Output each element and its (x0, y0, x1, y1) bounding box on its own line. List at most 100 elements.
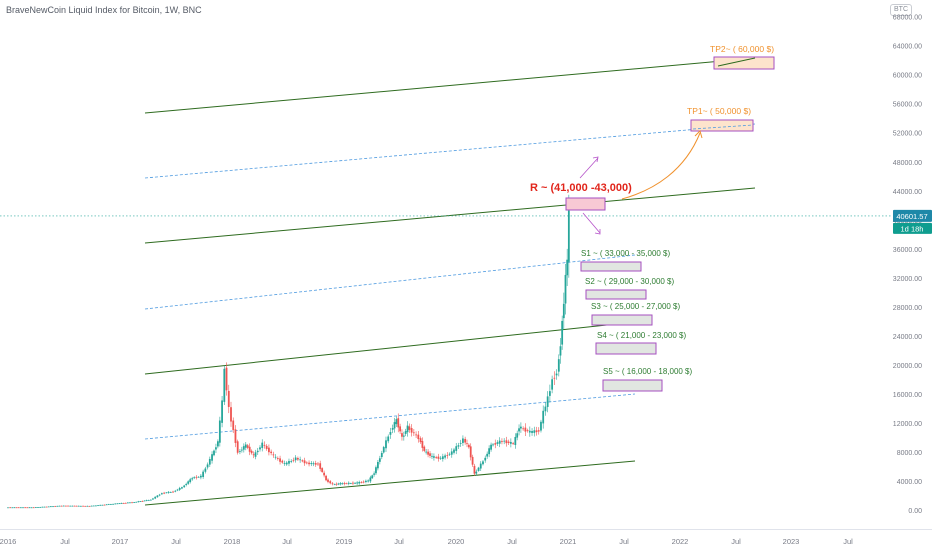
candle-body (71, 505, 74, 507)
candle-body (467, 444, 470, 448)
candle-body (371, 475, 374, 479)
candle-body (110, 504, 112, 505)
x-tick-label: Jul (843, 537, 853, 546)
candle-body (218, 420, 221, 443)
candle-body (503, 440, 506, 442)
candle-body (459, 442, 462, 444)
candle-body (385, 440, 387, 449)
candle-body (276, 458, 279, 459)
y-tick-label: 32000.00 (893, 276, 922, 283)
candle-body (498, 440, 501, 444)
candle-body (514, 436, 517, 445)
candle-body (230, 407, 232, 422)
x-tick-label: 2018 (224, 537, 241, 546)
candle-body (90, 505, 93, 507)
candle-body (507, 441, 510, 443)
candle-body (522, 428, 525, 430)
y-tick-label: 0.00 (908, 508, 922, 515)
candle-body (141, 501, 144, 502)
candle-body (124, 502, 127, 504)
tp1-box (690, 119, 754, 132)
candle-body (234, 429, 237, 443)
candle-body (365, 480, 367, 483)
candle-body (427, 451, 429, 455)
candle-body (225, 367, 228, 391)
candle-body (339, 483, 342, 485)
candle-body (395, 419, 398, 425)
candle-body (7, 507, 9, 509)
candle-body (84, 505, 87, 507)
candle-body (439, 457, 442, 459)
dashed-midline (144, 123, 756, 179)
candle-body (252, 454, 255, 456)
candle-body (82, 505, 84, 507)
candle-body (236, 441, 239, 453)
candle-body (492, 444, 494, 446)
candle-body (369, 477, 372, 482)
candle-body (294, 457, 297, 461)
candle-body (189, 479, 192, 483)
candle-body (139, 501, 142, 503)
candle-body (135, 501, 138, 503)
countdown-badge (893, 222, 932, 234)
candle-body (518, 428, 520, 432)
candle-body (95, 505, 97, 507)
candle-body (60, 505, 63, 507)
candle-body (32, 507, 35, 509)
up-arrowhead (592, 156, 599, 163)
y-tick-label: 28000.00 (893, 305, 922, 312)
candle-body (114, 503, 117, 505)
candle-body (352, 482, 354, 484)
tp2-connector (717, 57, 756, 67)
candle-body (52, 506, 54, 508)
candle-body (505, 440, 508, 444)
y-tick-label: 44000.00 (893, 189, 922, 196)
candle-body (360, 482, 363, 484)
y-tick-label: 20000.00 (893, 363, 922, 370)
y-tick-label: 8000.00 (897, 450, 922, 457)
candle-body (34, 507, 37, 509)
candle-body (26, 507, 29, 509)
candle-body (548, 391, 551, 396)
candle-body (43, 506, 46, 508)
candle-body (191, 478, 194, 480)
candle-body (290, 461, 293, 462)
candle-body (254, 452, 257, 457)
currency-badge: BTC (890, 4, 912, 16)
candle-body (314, 463, 317, 465)
s5-label: S5 ~ ( 16,000 - 18,000 $) (603, 367, 693, 376)
candle-body (341, 483, 344, 485)
candle-body (216, 441, 219, 447)
candle-body (367, 480, 370, 482)
candle-body (417, 434, 420, 440)
x-tick-label: 2022 (672, 537, 689, 546)
x-tick-label: 2021 (560, 537, 577, 546)
tp1-label: TP1~ ( 50,000 $) (687, 106, 751, 116)
candle-body (423, 446, 426, 451)
candle-body (227, 390, 230, 407)
candle-body (126, 502, 129, 504)
candle-body (323, 472, 326, 476)
candle-body (129, 502, 131, 504)
channel-line (144, 460, 636, 506)
candle-body (494, 443, 497, 445)
candle-body (270, 451, 273, 454)
candle-body (343, 483, 346, 484)
y-tick-label: 4000.00 (897, 479, 922, 486)
candle-body (490, 444, 492, 450)
candle-body (202, 471, 205, 477)
y-tick-label: 60000.00 (893, 73, 922, 80)
candle-body (380, 452, 383, 458)
price-badge[interactable] (893, 209, 932, 222)
candle-body (15, 507, 18, 509)
y-tick-label: 68000.00 (893, 15, 922, 22)
candle-body (143, 500, 146, 502)
candle-body (99, 504, 102, 506)
candle-body (133, 502, 136, 503)
candle-body (174, 490, 177, 492)
candle-body (45, 506, 48, 508)
candle-body (283, 463, 286, 465)
down-arrowhead (594, 229, 601, 235)
candle-body (107, 504, 110, 505)
